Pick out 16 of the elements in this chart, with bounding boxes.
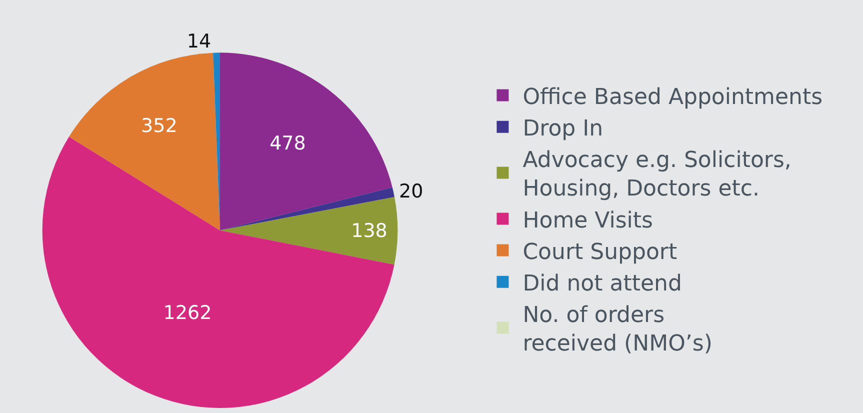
legend-label: Did not attend <box>522 271 682 296</box>
legend-label: No. of orders received (NMO’s) <box>522 303 712 357</box>
legend-label: Advocacy e.g. Solicitors, Housing, Doctors etc. <box>522 148 792 202</box>
legend-label: Office Based Appointments <box>522 84 823 110</box>
data-label: 14 <box>186 30 212 53</box>
data-label: 478 <box>270 132 306 155</box>
data-label: 1262 <box>163 302 212 324</box>
legend-label: Court Support <box>522 240 678 265</box>
data-label: 352 <box>141 114 178 137</box>
legend-label: Drop In <box>522 116 604 142</box>
pie-slice <box>220 197 398 265</box>
data-label: 20 <box>399 180 424 203</box>
legend-label: Home Visits <box>522 208 654 234</box>
pie-slice <box>69 52 220 230</box>
data-label: 138 <box>351 220 388 242</box>
pie-slice <box>42 136 394 408</box>
